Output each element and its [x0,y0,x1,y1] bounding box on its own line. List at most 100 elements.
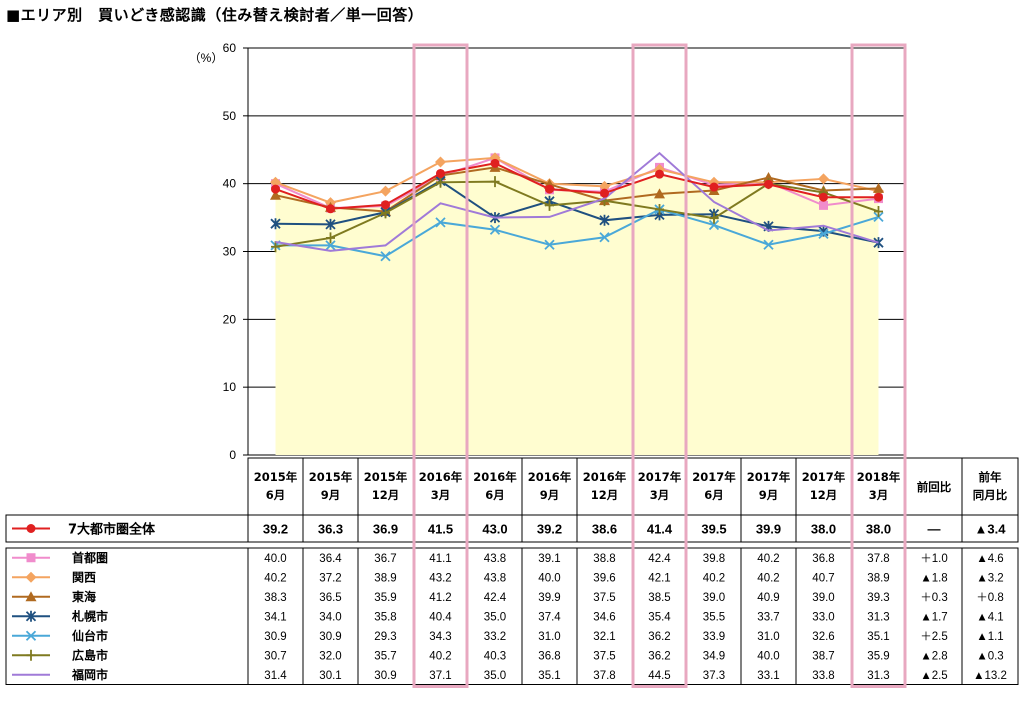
cell-value: 40.2 [757,572,779,584]
series-label: 札幌市 [71,608,108,623]
column-header-prev: 前回比 [917,480,952,494]
cell-value: 35.0 [484,670,506,682]
header-cell [247,457,304,516]
x-tick-label: 6月 [704,488,724,502]
x-tick-label: 2018年 [857,470,901,484]
cell-value: 37.3 [703,670,725,682]
cell-value: 36.8 [538,650,560,662]
series-label: 福岡市 [71,667,108,682]
cell-diff-prev: ― [928,522,941,537]
cell-value: 31.0 [757,631,779,643]
data-point [764,179,773,189]
x-tick-label: 6月 [266,488,286,502]
cell-value: 35.5 [703,611,725,623]
data-point [489,224,501,235]
legend-marker [26,524,36,533]
cell-value: 33.2 [484,631,506,643]
header-cell [631,457,688,516]
data-point [874,192,883,202]
cell-diff-year: ▲0.3 [976,650,1003,662]
cell-value: 35.8 [374,611,396,623]
data-point [818,228,829,239]
x-tick-label: 6月 [485,488,505,502]
cell-value: 44.5 [648,670,670,682]
data-point [326,232,335,244]
cell-value: 40.0 [264,553,286,565]
series-line [275,208,879,258]
cell-value: 36.2 [648,631,670,643]
data-point [380,251,391,262]
y-tick-label: 60 [223,41,237,55]
x-tick-label: 2015年 [254,470,298,484]
header-cell [412,457,469,516]
cell-value: 30.9 [374,670,396,682]
cell-value: 38.5 [648,592,670,604]
series-line [275,162,879,210]
cell-value: 31.3 [867,670,889,682]
cell-value: 35.7 [374,650,396,662]
legend-marker [26,649,36,661]
x-tick-label: 2016年 [528,470,572,484]
data-point [709,212,719,224]
data-point [270,176,281,188]
cell-value: 39.3 [867,592,889,604]
cell-value: 38.8 [593,553,615,565]
x-tick-label: 12月 [591,488,619,502]
series-label: 広島市 [72,647,108,662]
cell-value: 43.8 [484,572,506,584]
cell-value: 34.6 [593,611,615,623]
cell-value: 32.0 [319,650,341,662]
cell-diff-prev: ▲2.5 [920,670,947,682]
cell-value: 33.9 [703,631,725,643]
data-point [599,214,610,226]
data-point [874,205,883,217]
data-point [326,204,335,214]
data-point [763,172,774,183]
cell-diff-prev: ＋1.0 [920,553,948,565]
series-line [275,166,879,213]
data-point [490,176,500,188]
cell-value: 31.3 [867,611,889,623]
cell-value: 33.8 [812,670,834,682]
data-point [435,156,446,168]
cell-value: 39.2 [537,522,562,537]
cell-value: 34.0 [319,611,341,623]
x-tick-label: 2016年 [583,470,627,484]
cell-value: 39.8 [703,553,725,565]
cell-value: 38.0 [811,522,836,537]
cell-value: 33.0 [812,611,834,623]
series-line [275,179,879,244]
data-point [655,169,664,179]
cell-value: 38.6 [592,522,617,537]
x-tick-label: 2017年 [802,470,846,484]
x-tick-label: 3月 [650,488,670,502]
cell-value: 39.2 [263,522,288,537]
header-cell [686,457,742,516]
cell-value: 29.3 [374,631,396,643]
cell-value: 32.1 [593,631,615,643]
cell-value: 42.4 [484,592,507,604]
data-point [436,168,445,178]
series-label: 関西 [72,570,96,584]
cell-value: 31.4 [264,670,287,682]
cell-value: 36.5 [319,592,341,604]
area-rows [5,547,1019,685]
header-cell [961,457,1019,516]
cell-value: 37.8 [867,553,889,565]
cell-value: 35.0 [484,611,506,623]
header-cell [357,457,414,516]
cell-value: 36.9 [373,522,398,537]
cell-value: 40.0 [757,650,779,662]
cell-value: 35.9 [374,592,396,604]
data-point [270,189,281,200]
data-point [271,184,280,194]
cell-value: 31.0 [538,631,560,643]
series-label: 首都圏 [72,550,108,565]
data-point [325,218,336,230]
cell-value: 39.0 [812,592,834,604]
cell-value: 32.6 [812,631,834,643]
cell-diff-prev: ▲1.7 [920,611,947,623]
y-tick-label: 30 [223,245,237,259]
cell-value: 33.1 [757,670,779,682]
